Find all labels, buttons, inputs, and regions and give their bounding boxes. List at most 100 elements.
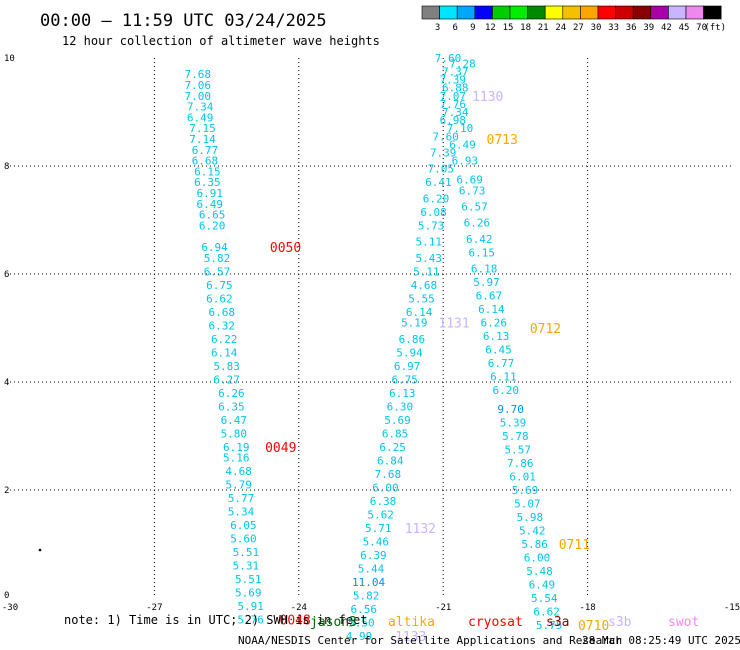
wave-height-point: 6.26 [464,217,491,230]
wave-height-point: 7.68 [184,68,211,81]
legend-item-s3a: s3a [546,615,569,630]
colorbar-label: 12 [485,23,496,33]
wave-height-point: 6.65 [199,209,226,222]
wave-height-point: 6.26 [218,387,245,400]
wave-height-point: 6.49 [197,198,224,211]
wave-height-point: 6.57 [461,201,488,214]
wave-height-point: 6.00 [372,481,399,494]
wave-height-point: 6.35 [218,400,245,413]
colorbar-swatch [456,5,476,20]
wave-height-point: 11.04 [352,576,385,589]
wave-height-point: 7.10 [447,122,474,135]
chart-title: 00:00 – 11:59 UTC 03/24/2025 [40,11,327,31]
grid [10,58,732,598]
chart-subtitle: 12 hour collection of altimeter wave hei… [62,34,380,48]
wave-height-point: 6.13 [389,387,416,400]
colorbar-label: 18 [520,23,531,33]
wave-height-point: 6.62 [533,606,560,619]
wave-height-point: 5.69 [512,484,539,497]
wave-height-point: 5.69 [235,587,262,600]
wave-height-point: 7.14 [189,133,216,146]
colorbar-swatch [703,5,722,20]
wave-height-point: 6.14 [211,346,238,359]
wave-height-point: 6.30 [387,400,414,413]
wave-height-point: 6.45 [485,344,512,357]
colorbar-swatch [439,5,458,20]
colorbar-label: 45 [679,23,690,33]
wave-height-point: 7.68 [375,468,402,481]
wave-height-point: 6.41 [425,176,452,189]
wave-height-point: 6.20 [199,219,226,232]
wave-height-point: 5.11 [416,236,443,249]
wave-height-point: 6.91 [197,187,224,200]
wave-height-point: 5.62 [367,508,394,521]
colorbar-label: 21 [538,23,549,33]
wave-height-point: 6.11 [490,371,517,384]
wave-height-point: 6.57 [204,265,231,278]
y-tick-label: 6 [4,270,9,280]
wave-height-point: 6.73 [459,184,486,197]
x-tick-label: -27 [146,603,162,613]
wave-height-point: 6.01 [509,471,536,484]
wave-height-point: 6.19 [223,441,250,454]
wave-height-point: 5.73 [418,219,445,232]
pass-time-label: 0713 [487,133,518,148]
wave-height-point: 7.06 [184,79,211,92]
wave-height-point: 7.60 [435,52,462,65]
wave-height-point: 6.08 [420,206,447,219]
wave-height-point: 5.39 [500,417,527,430]
wave-height-point: 6.97 [394,360,421,373]
wave-height-point: 5.51 [235,573,262,586]
x-tick-label: -30 [2,603,18,613]
colorbar-swatch [597,5,616,20]
wave-height-point: 4.99 [346,630,373,643]
wave-height-point: 6.35 [194,176,221,189]
pass-time-label: 0050 [270,241,301,256]
y-tick-label: 2 [4,486,9,496]
colorbar-swatch [685,5,704,20]
wave-height-point: 5.79 [225,479,252,492]
wave-height-point: 7.86 [507,457,534,470]
colorbar-swatch [650,5,669,20]
colorbar-label: 3 [435,23,440,33]
wave-height-point: 5.31 [233,560,260,573]
wave-height-point: 6.42 [466,233,493,246]
colorbar-label: 33 [608,23,619,33]
wave-height-point: 5.50 [348,616,375,629]
wave-height-point: 7.60 [432,130,459,143]
wave-height-point: 7.34 [442,106,469,119]
colorbar-label: 39 [643,23,654,33]
wave-height-point: 6.20 [493,384,520,397]
wave-height-point: 5.80 [221,427,248,440]
pass-time-label: 1130 [472,90,503,105]
colorbar-label: 36 [626,23,637,33]
pass-time-label: 1133 [395,630,426,645]
colorbar-label: 15 [503,23,514,33]
colorbar-swatch [615,5,634,20]
wave-height-point: 5.16 [223,452,250,465]
colorbar-label: 42 [661,23,672,33]
colorbar-swatch [527,5,546,20]
wave-height-point: 5.51 [233,546,260,559]
pass-time-label: 1132 [405,522,436,537]
y-tick-label: 4 [4,378,9,388]
wave-height-point: 6.75 [206,279,233,292]
wave-height-point: 5.44 [358,562,385,575]
x-tick-label: -18 [579,603,595,613]
wave-height-point: 5.76 [237,614,264,627]
colorbar-swatch [474,5,493,20]
wave-height-point: 6.26 [480,317,507,330]
wave-height-point: 5.57 [505,444,532,457]
wave-height-point: 6.85 [382,427,409,440]
wave-height-point: 6.94 [201,241,228,254]
colorbar-swatch [580,5,599,20]
wave-height-point: 7.07 [440,90,467,103]
y-tick-label: 0 [4,591,9,601]
wave-height-point: 6.38 [370,495,397,508]
pass-labels: 0050 0049 0048 1130 0713 1131 0712 1132 0711 1133… [265,90,609,645]
wave-height-point: 5.98 [517,511,544,524]
wave-height-point: 6.27 [213,373,240,386]
data-points: 7.687.067.007.346.497.157.146.776.686.15… [38,52,562,643]
colorbar-label: (ft) [704,23,726,33]
